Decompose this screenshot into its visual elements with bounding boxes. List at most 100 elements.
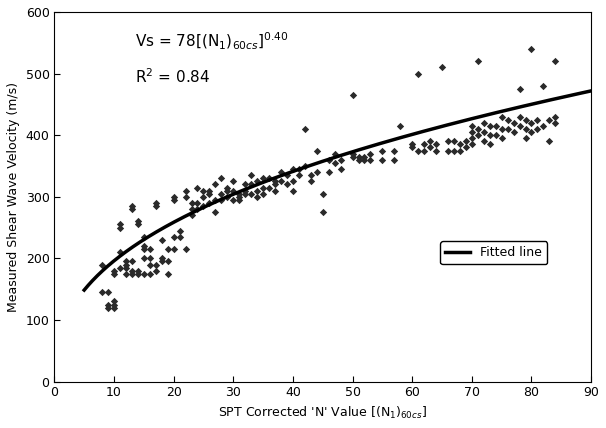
Point [157, 255, 167, 262]
Point [455, 147, 465, 154]
Point [169, 196, 179, 203]
Point [497, 125, 507, 132]
Point [103, 289, 113, 296]
Point [258, 190, 268, 197]
Point [425, 144, 435, 151]
Point [145, 270, 155, 277]
Point [252, 187, 262, 194]
Point [258, 184, 268, 191]
Point [115, 264, 125, 271]
Point [151, 199, 161, 206]
Point [169, 233, 179, 240]
Point [348, 153, 358, 160]
Point [175, 233, 184, 240]
Point [222, 193, 232, 200]
Point [491, 132, 501, 139]
Point [306, 172, 316, 178]
Point [431, 141, 441, 148]
Point [288, 178, 298, 185]
Point [527, 119, 536, 126]
Point [235, 196, 244, 203]
Point [365, 156, 375, 163]
Point [228, 178, 238, 185]
Point [359, 153, 369, 160]
Point [514, 113, 524, 120]
Point [246, 190, 256, 197]
Point [210, 209, 220, 216]
Point [527, 45, 536, 52]
Point [467, 129, 477, 136]
Point [157, 236, 167, 243]
Point [330, 160, 339, 166]
Point [145, 246, 155, 253]
Point [109, 304, 119, 311]
Point [139, 246, 148, 253]
Fitted line [324, 157, 331, 162]
X-axis label: SPT Corrected 'N' Value [(N$_1$)$_{60cs}$]: SPT Corrected 'N' Value [(N$_1$)$_{60cs}… [218, 405, 427, 421]
Point [294, 166, 304, 172]
Point [491, 122, 501, 129]
Point [407, 141, 417, 148]
Point [550, 119, 560, 126]
Y-axis label: Measured Shear Wave Velocity (m/s): Measured Shear Wave Velocity (m/s) [7, 82, 20, 312]
Point [169, 246, 179, 253]
Point [390, 156, 399, 163]
Point [246, 172, 256, 178]
Point [103, 304, 113, 311]
Point [324, 156, 333, 163]
Point [378, 147, 387, 154]
Point [550, 113, 560, 120]
Point [139, 270, 148, 277]
Point [151, 261, 161, 268]
Point [109, 298, 119, 305]
Point [187, 205, 196, 212]
Point [97, 261, 107, 268]
Fitted line [355, 147, 362, 152]
Point [133, 221, 142, 228]
Point [312, 147, 322, 154]
Fitted line [321, 158, 328, 163]
Point [359, 156, 369, 163]
Fitted line [587, 88, 594, 93]
Point [467, 122, 477, 129]
Point [97, 289, 107, 296]
Point [354, 156, 364, 163]
Point [497, 113, 507, 120]
Point [479, 138, 488, 145]
Point [216, 175, 226, 181]
Point [539, 83, 548, 89]
Point [509, 129, 519, 136]
Point [264, 184, 274, 191]
Point [127, 267, 137, 274]
Point [151, 267, 161, 274]
Point [288, 166, 298, 172]
Point [318, 190, 328, 197]
Point [419, 147, 429, 154]
Point [473, 132, 482, 139]
Point [241, 190, 250, 197]
Point [330, 150, 339, 157]
Point [378, 156, 387, 163]
Point [270, 178, 280, 185]
Point [222, 187, 232, 194]
Point [181, 246, 190, 253]
Line: Fitted line: Fitted line [84, 91, 591, 290]
Point [449, 138, 459, 145]
Point [115, 224, 125, 231]
Point [282, 172, 292, 178]
Point [521, 116, 530, 123]
Point [365, 150, 375, 157]
Point [276, 178, 286, 185]
Point [300, 163, 310, 169]
Point [115, 249, 125, 256]
Point [133, 267, 142, 274]
Point [181, 193, 190, 200]
Point [306, 178, 316, 185]
Point [348, 92, 358, 98]
Point [145, 255, 155, 262]
Point [109, 267, 119, 274]
Point [503, 125, 513, 132]
Point [205, 190, 215, 197]
Point [127, 205, 137, 212]
Point [252, 178, 262, 185]
